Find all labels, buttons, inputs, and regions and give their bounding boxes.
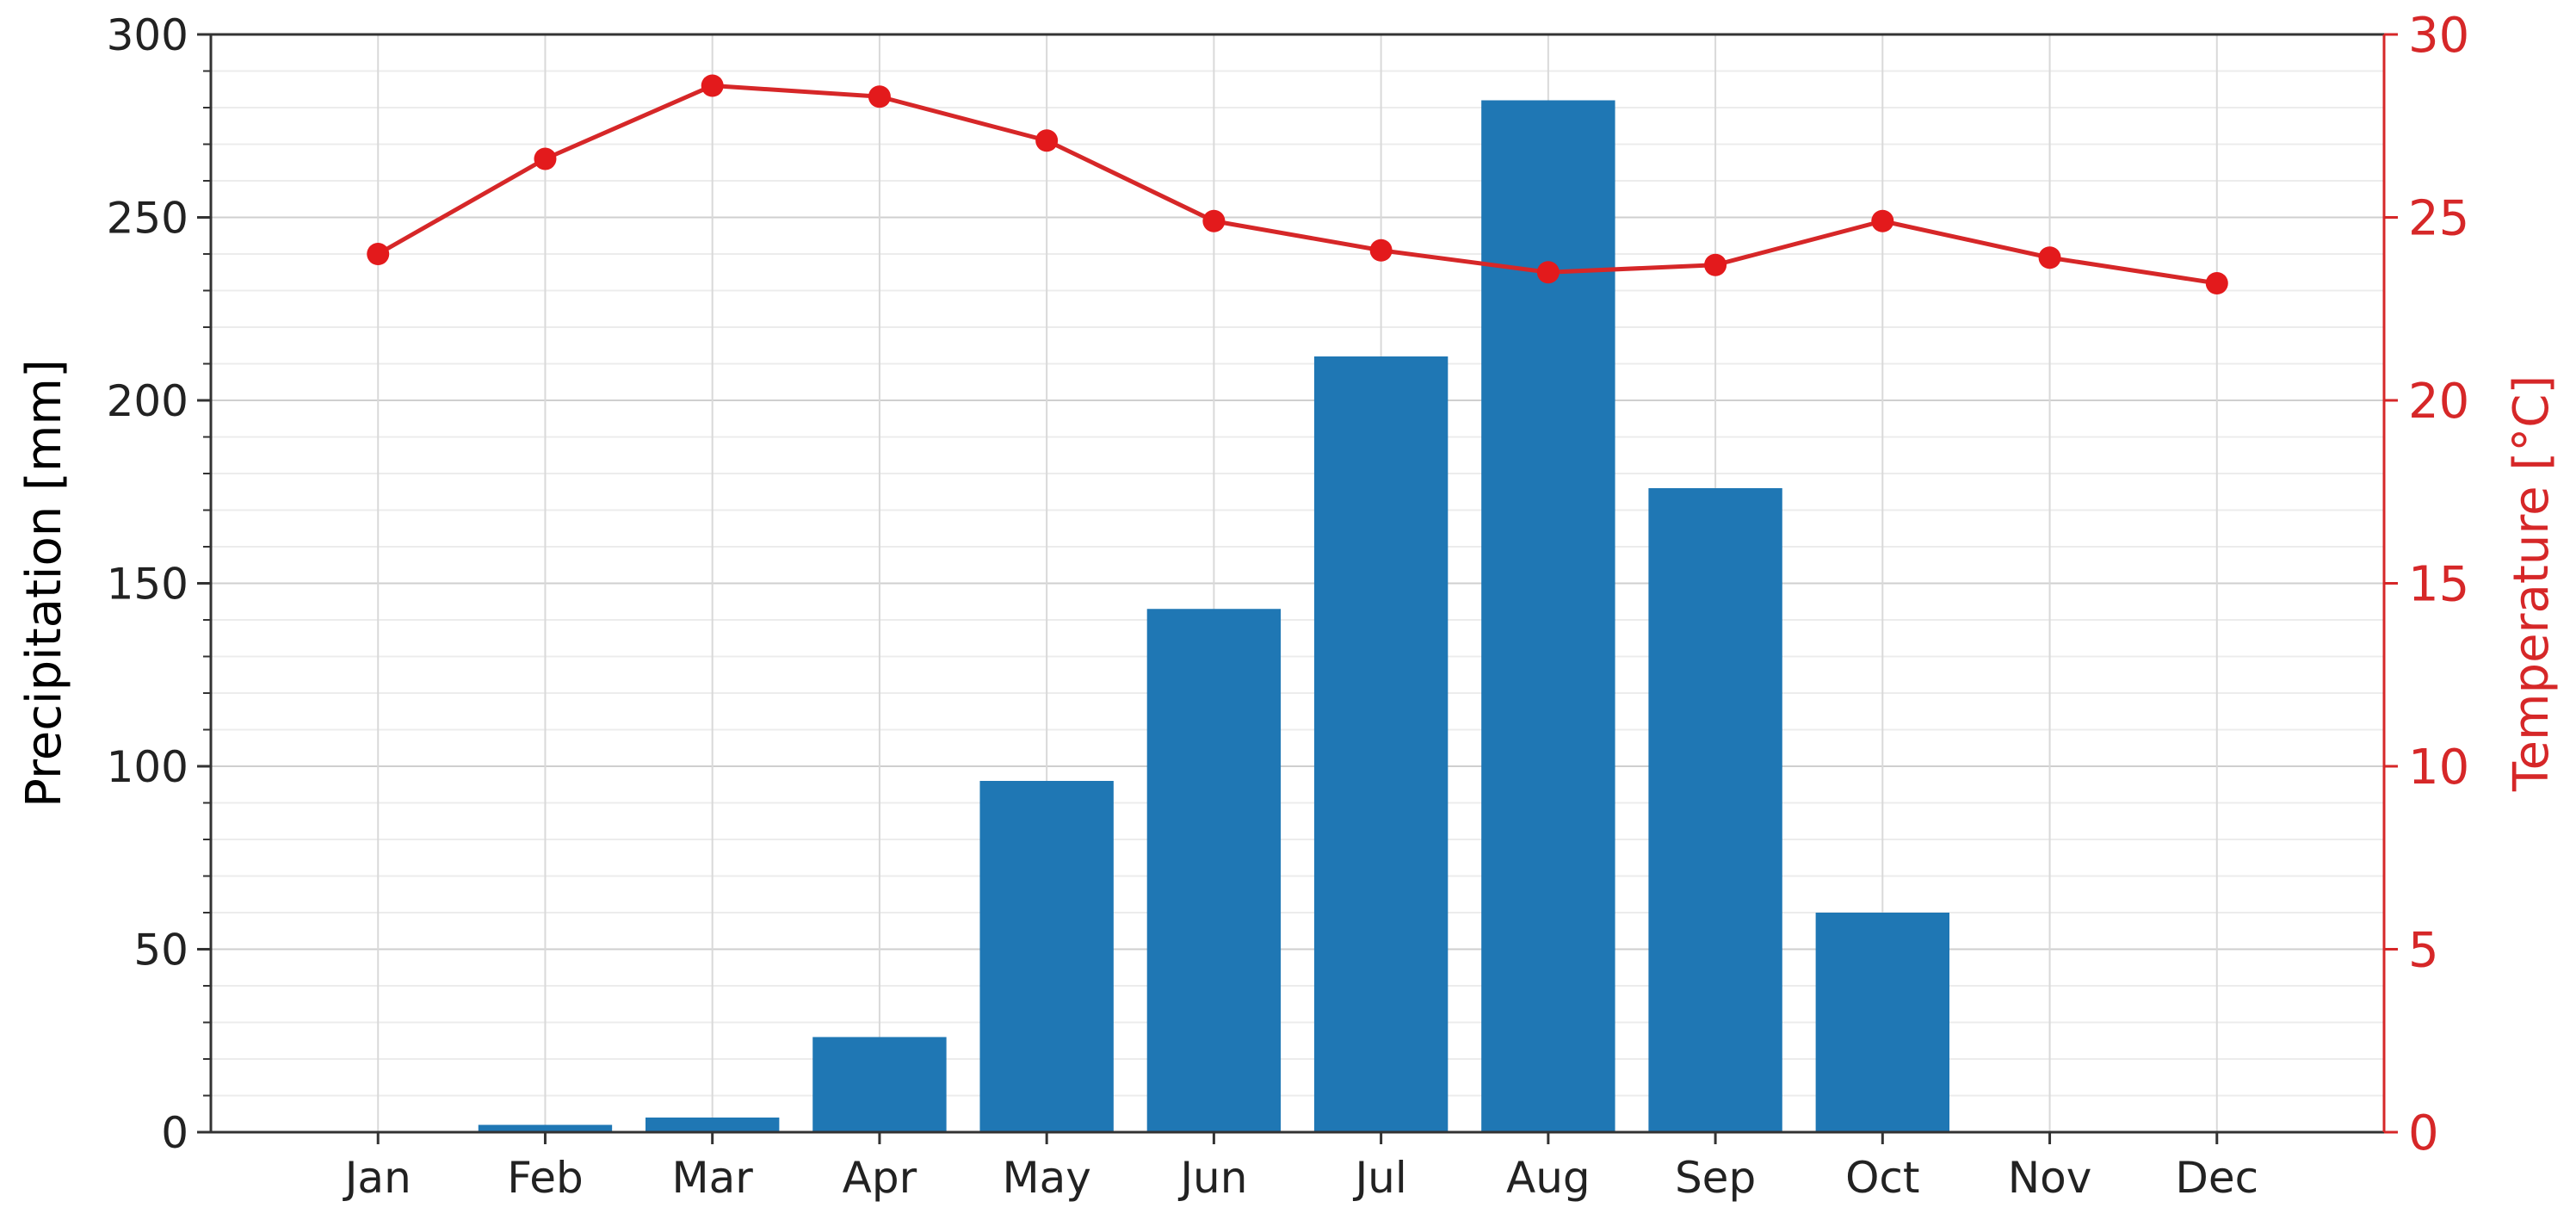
temperature-line-group [367, 74, 2228, 294]
temperature-line [376, 84, 2218, 286]
x-tick-label: Jun [1177, 1153, 1247, 1203]
left-tick-label: 0 [161, 1108, 188, 1158]
left-tick-label: 50 [133, 926, 188, 975]
left-tick-label: 300 [107, 10, 188, 60]
precipitation-bar [1481, 100, 1615, 1132]
temperature-point [2038, 246, 2061, 269]
temperature-point [2205, 272, 2228, 294]
left-axis-ticks: 0 50 100 150 200 250 300 [107, 10, 211, 1158]
x-tick-label: May [1002, 1153, 1090, 1203]
right-tick-label: 30 [2408, 8, 2469, 64]
left-tick-label: 250 [107, 194, 188, 244]
right-tick-label: 5 [2408, 923, 2439, 979]
precipitation-bar [646, 1118, 780, 1132]
temperature-point [1369, 238, 1393, 262]
precipitation-bars [478, 100, 1949, 1132]
temperature-point [868, 85, 891, 108]
temperature-point [1035, 129, 1059, 152]
temperature-point [1536, 261, 1560, 284]
x-tick-label: Mar [672, 1153, 754, 1203]
precipitation-bar [1648, 488, 1782, 1132]
y-axis-title-right: Temperature [°C] [2504, 375, 2560, 792]
precipitation-bar [979, 781, 1114, 1132]
precipitation-bar [1146, 609, 1282, 1132]
y-axis-title-left: Precipitation [mm] [16, 359, 72, 808]
right-tick-label: 20 [2408, 374, 2469, 430]
x-tick-label: Aug [1506, 1153, 1591, 1203]
right-tick-label: 15 [2408, 557, 2469, 613]
right-tick-label: 0 [2408, 1105, 2439, 1161]
x-tick-label: Jul [1352, 1153, 1406, 1203]
x-tick-label: Feb [507, 1153, 584, 1203]
temperature-point [701, 74, 724, 97]
left-tick-label: 150 [107, 560, 188, 610]
temperature-point [367, 243, 390, 265]
x-tick-label: Apr [843, 1153, 917, 1203]
right-tick-label: 10 [2408, 740, 2469, 796]
precipitation-bar [812, 1037, 947, 1132]
x-tick-label: Sep [1675, 1153, 1756, 1203]
right-tick-label: 25 [2408, 191, 2469, 247]
temperature-point [1871, 209, 1894, 232]
major-grid [211, 34, 2384, 1133]
x-axis-ticks: Jan Feb Mar Apr May Jun Jul Aug Sep Oct Nov Dec [343, 1132, 2258, 1203]
x-tick-label: Nov [2008, 1153, 2092, 1203]
precipitation-bar [1815, 913, 1949, 1132]
precipitation-bar [478, 1124, 613, 1132]
temperature-point [534, 147, 557, 170]
x-tick-label: Jan [343, 1153, 411, 1203]
right-axis-ticks: 0 5 10 15 20 25 30 [2384, 8, 2469, 1161]
temperature-point [1202, 209, 1226, 232]
x-tick-label: Oct [1845, 1153, 1919, 1203]
precipitation-bar [1313, 356, 1449, 1132]
temperature-point [1704, 253, 1727, 276]
left-tick-label: 100 [107, 742, 188, 792]
left-tick-label: 200 [107, 376, 188, 426]
x-tick-label: Dec [2175, 1153, 2258, 1203]
minor-grid [211, 70, 2384, 1097]
